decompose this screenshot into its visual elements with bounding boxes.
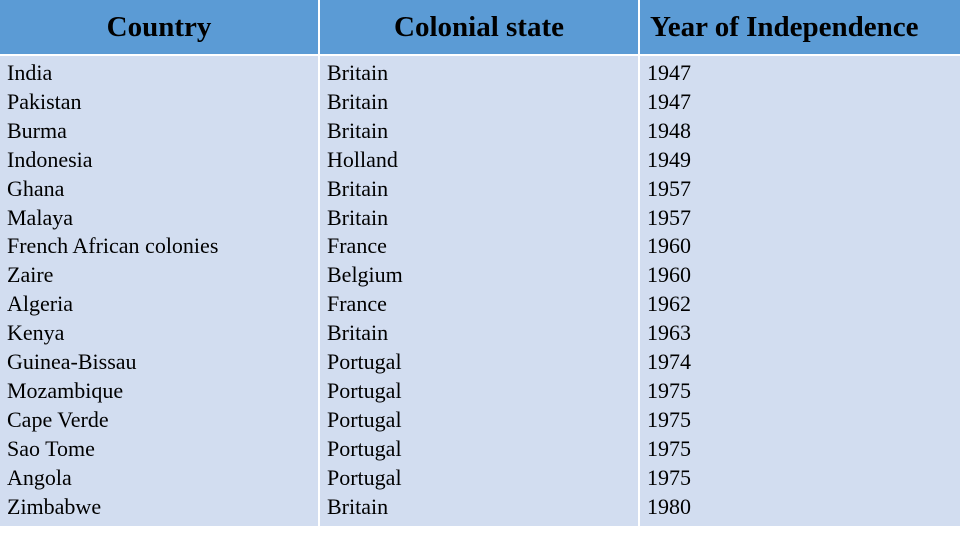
year-cell: 1975 [647,377,691,403]
colonial-state-cell: Britain [327,320,389,346]
independence-table-container: Country Colonial state Year of Independe… [0,0,960,526]
year-cell: 1948 [647,117,691,143]
year-cell: 1975 [647,464,691,490]
country-cell: Zimbabwe [7,493,102,519]
year-cell: 1962 [647,291,691,317]
country-cell: Burma [7,117,67,143]
colonial-state-cell: Britain [327,117,389,143]
year-cell: 1949 [647,146,691,172]
colonial-state-cell: Portugal [327,349,402,375]
colonial-state-cell: Portugal [327,406,402,432]
colonial-state-cell: Britain [327,88,389,114]
year-cell: 1960 [647,262,691,288]
year-cell: 1957 [647,204,691,230]
colonial-state-cell: Britain [327,493,389,519]
colonial-state-cell: France [327,291,387,317]
colonial-state-cell: Belgium [327,262,403,288]
country-cell: Cape Verde [7,406,109,432]
header-row: Country Colonial state Year of Independe… [0,0,960,54]
colonial-state-cell: Britain [327,175,389,201]
country-cell: Algeria [7,291,73,317]
country-cell: Kenya [7,320,65,346]
country-cell: French African colonies [7,233,219,259]
header-year-of-independence: Year of Independence [640,0,960,54]
header-country: Country [0,0,318,54]
country-cell: Indonesia [7,146,93,172]
table-header: Country Colonial state Year of Independe… [0,0,960,54]
colonial-state-column: Britain Britain Britain Holland Britain Brita… [320,56,638,526]
body-row: India Pakistan Burma Indonesia Ghana Malaya Fr… [0,56,960,526]
independence-table: Country Colonial state Year of Independe… [0,0,960,526]
country-cell: Malaya [7,204,73,230]
country-cell: Mozambique [7,377,124,403]
year-cell: 1975 [647,406,691,432]
country-cell: Guinea-Bissau [7,349,137,375]
year-cell: 1947 [647,60,691,85]
year-cell: 1963 [647,320,691,346]
country-cell: India [7,60,53,85]
country-cell: Ghana [7,175,65,201]
year-cell: 1980 [647,493,691,519]
country-cell: Sao Tome [7,435,95,461]
colonial-state-cell: Holland [327,146,398,172]
colonial-state-cell: Portugal [327,435,402,461]
country-cell: Angola [7,464,72,490]
colonial-state-cell: Britain [327,60,389,85]
year-cell: 1975 [647,435,691,461]
year-cell: 1957 [647,175,691,201]
year-column: 1947 1947 1948 1949 1957 1957 1960 1960 1962 1963… [640,56,960,526]
year-cell: 1960 [647,233,691,259]
colonial-state-cell: France [327,233,387,259]
year-cell: 1947 [647,88,691,114]
table-body: India Pakistan Burma Indonesia Ghana Malaya Fr… [0,56,960,526]
colonial-state-cell: Portugal [327,377,402,403]
country-cell: Zaire [7,262,54,288]
colonial-state-cell: Portugal [327,464,402,490]
colonial-state-cell: Britain [327,204,389,230]
year-cell: 1974 [647,349,691,375]
country-cell: Pakistan [7,88,82,114]
country-column: India Pakistan Burma Indonesia Ghana Malaya Fr… [0,56,318,526]
header-colonial-state: Colonial state [320,0,638,54]
